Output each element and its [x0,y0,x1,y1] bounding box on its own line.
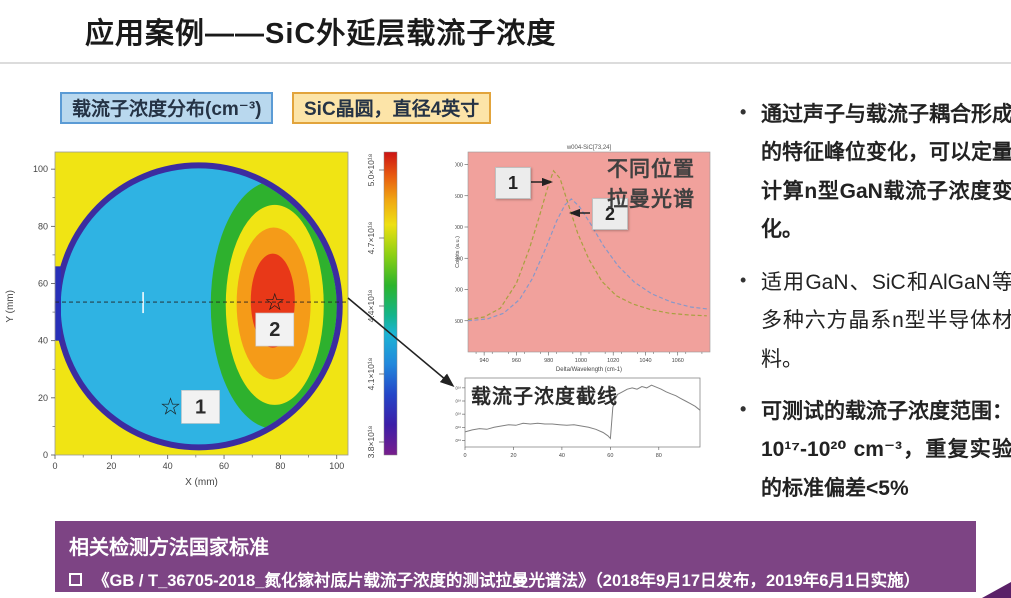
svg-text:40: 40 [38,336,48,346]
svg-text:2: 2 [269,319,280,341]
marker-box-1 [181,390,220,424]
svg-text:2500: 2500 [455,194,463,200]
banner-heading: 相关检测方法国家标准 [69,537,269,559]
banner-standard-text: 《GB / T_36705-2018_氮化镓衬底片载流子浓度的测试拉曼光谱法》（… [93,572,921,590]
svg-text:1: 1 [195,396,206,418]
svg-text:980: 980 [544,358,553,364]
wafer-heatmap-svg: 0 20 40 60 80 100 0 20 40 60 80 100 X (mm) Y (mm) ☆ 1 ☆ 2… [5,151,398,488]
svg-text:1040: 1040 [639,358,651,364]
svg-text:60: 60 [38,278,48,288]
svg-text:1000: 1000 [455,288,463,294]
corner-decoration [982,582,1011,598]
svg-text:3000: 3000 [455,163,463,169]
square-bullet-icon [69,572,82,586]
wafer-ylabel: Y (mm) [5,290,16,323]
svg-text:960: 960 [512,358,521,364]
svg-text:0: 0 [52,461,57,471]
page-title: 应用案例——SiC外延层载流子浓度 [85,18,557,50]
wafer-center-mark [142,292,144,314]
banner-standard-item: 《GB / T_36705-2018_氮化镓衬底片载流子浓度的测试拉曼光谱法》（… [69,567,976,591]
svg-text:0: 0 [43,450,48,460]
svg-text:40: 40 [163,461,173,471]
raman-ylabel: Counts (a.u.) [455,236,461,268]
cutline-svg: 0 20 40 60 80 4.0×10¹⁸ 4.2×10¹⁸ 4.4×10¹⁸ 4.6×10¹… [455,377,701,459]
bullet-phonon-coupling: 通过声子与载流子耦合形成的特征峰位变化，可以定量计算n型GaN载流子浓度变化。 [737,96,1011,250]
wafer-plot-border [54,151,349,456]
connector-arrow [347,297,455,388]
wafer-axes: 0 20 40 60 80 100 0 20 40 60 80 100 X (mm) Y (mm) [5,164,344,488]
svg-text:80: 80 [656,453,662,459]
raman-spectra-figure: w004-SiC[73,24] 940 960 980 1000 1020 1040 1060… [455,142,717,374]
corner-wedge-shape [982,582,1011,598]
svg-text:940: 940 [480,358,489,364]
cutline-curve [464,384,701,440]
chip-sic-wafer-4inch: SiC晶圆，直径4英寸 [292,92,492,124]
svg-text:0: 0 [463,453,466,459]
cutline-axes: 0 20 40 60 80 4.0×10¹⁸ 4.2×10¹⁸ 4.4×10¹⁸ 4.6×10¹… [455,385,662,459]
svg-text:20: 20 [510,453,516,459]
star-marker-1: ☆ [160,393,182,420]
svg-text:20: 20 [106,461,116,471]
raman-plot-title: w004-SiC[73,24] [566,145,612,151]
svg-text:1500: 1500 [455,256,463,262]
svg-text:4.2×10¹⁸: 4.2×10¹⁸ [455,425,461,430]
svg-text:4.8×10¹⁸: 4.8×10¹⁸ [455,385,461,390]
svg-text:1020: 1020 [607,358,619,364]
raman-axes: 940 960 980 1000 1020 1040 1060 500 1000 1500 2000… [455,163,703,373]
colorbar-tick-label: 4.4×10¹⁸ [366,289,376,322]
svg-text:40: 40 [559,453,565,459]
chip-carrier-concentration-distribution: 载流子浓度分布(cm⁻³) [60,92,274,124]
svg-text:60: 60 [219,461,229,471]
raman-curve-2 [467,198,707,322]
svg-text:20: 20 [38,393,48,403]
colorbar-tick-label: 3.8×10¹⁸ [366,425,376,458]
star-marker-2: ☆ [264,289,286,316]
svg-text:1000: 1000 [575,358,587,364]
wafer-edge-notch [55,266,61,341]
svg-text:1060: 1060 [672,358,684,364]
svg-text:4.0×10¹⁸: 4.0×10¹⁸ [455,438,461,443]
arrow-line [347,297,455,388]
raman-annotation-text: 不同位置 拉曼光谱 [607,158,695,212]
svg-text:100: 100 [33,164,48,174]
cutline-figure: 0 20 40 60 80 4.0×10¹⁸ 4.2×10¹⁸ 4.4×10¹⁸ 4.6×10¹… [455,374,717,480]
title-divider [0,62,1011,64]
bullet-measurable-range: 可测试的载流子浓度范围：10¹⁷-10²⁰ cm⁻³，重复实验的标准偏差<5% [737,393,1011,508]
wafer-heatmap-figure: 0 20 40 60 80 100 0 20 40 60 80 100 X (mm) Y (mm) ☆ 1 ☆ 2… [0,140,412,502]
marker-box-2 [255,312,295,347]
raman-marker-label-2: 2 [592,198,628,230]
colorbar-tick-label: 4.1×10¹⁸ [366,357,376,390]
raman-xlabel: Delta/Wavelength (cm-1) [556,367,622,373]
colorbar [383,151,398,456]
cutline-title: 载流子浓度截线 [471,386,618,408]
svg-text:2000: 2000 [455,225,463,231]
bullet-applicable-materials: 适用GaN、SiC和AlGaN等多种六方晶系n型半导体材料。 [737,264,1011,379]
feature-bullet-list: 通过声子与载流子耦合形成的特征峰位变化，可以定量计算n型GaN载流子浓度变化。 … [737,96,1011,522]
svg-text:100: 100 [329,461,344,471]
wafer-xlabel: X (mm) [185,477,218,488]
raman-marker-label-1: 1 [495,167,531,199]
svg-text:80: 80 [275,461,285,471]
colorbar-tick-label: 5.0×10¹⁸ [366,153,376,186]
national-standard-banner: 相关检测方法国家标准 《GB / T_36705-2018_氮化镓衬底片载流子浓… [55,521,976,592]
svg-text:500: 500 [455,319,463,325]
svg-text:4.4×10¹⁸: 4.4×10¹⁸ [455,412,461,417]
svg-text:80: 80 [38,221,48,231]
colorbar-tick-label: 4.7×10¹⁸ [366,221,376,254]
svg-text:60: 60 [607,453,613,459]
svg-text:4.6×10¹⁸: 4.6×10¹⁸ [455,399,461,404]
